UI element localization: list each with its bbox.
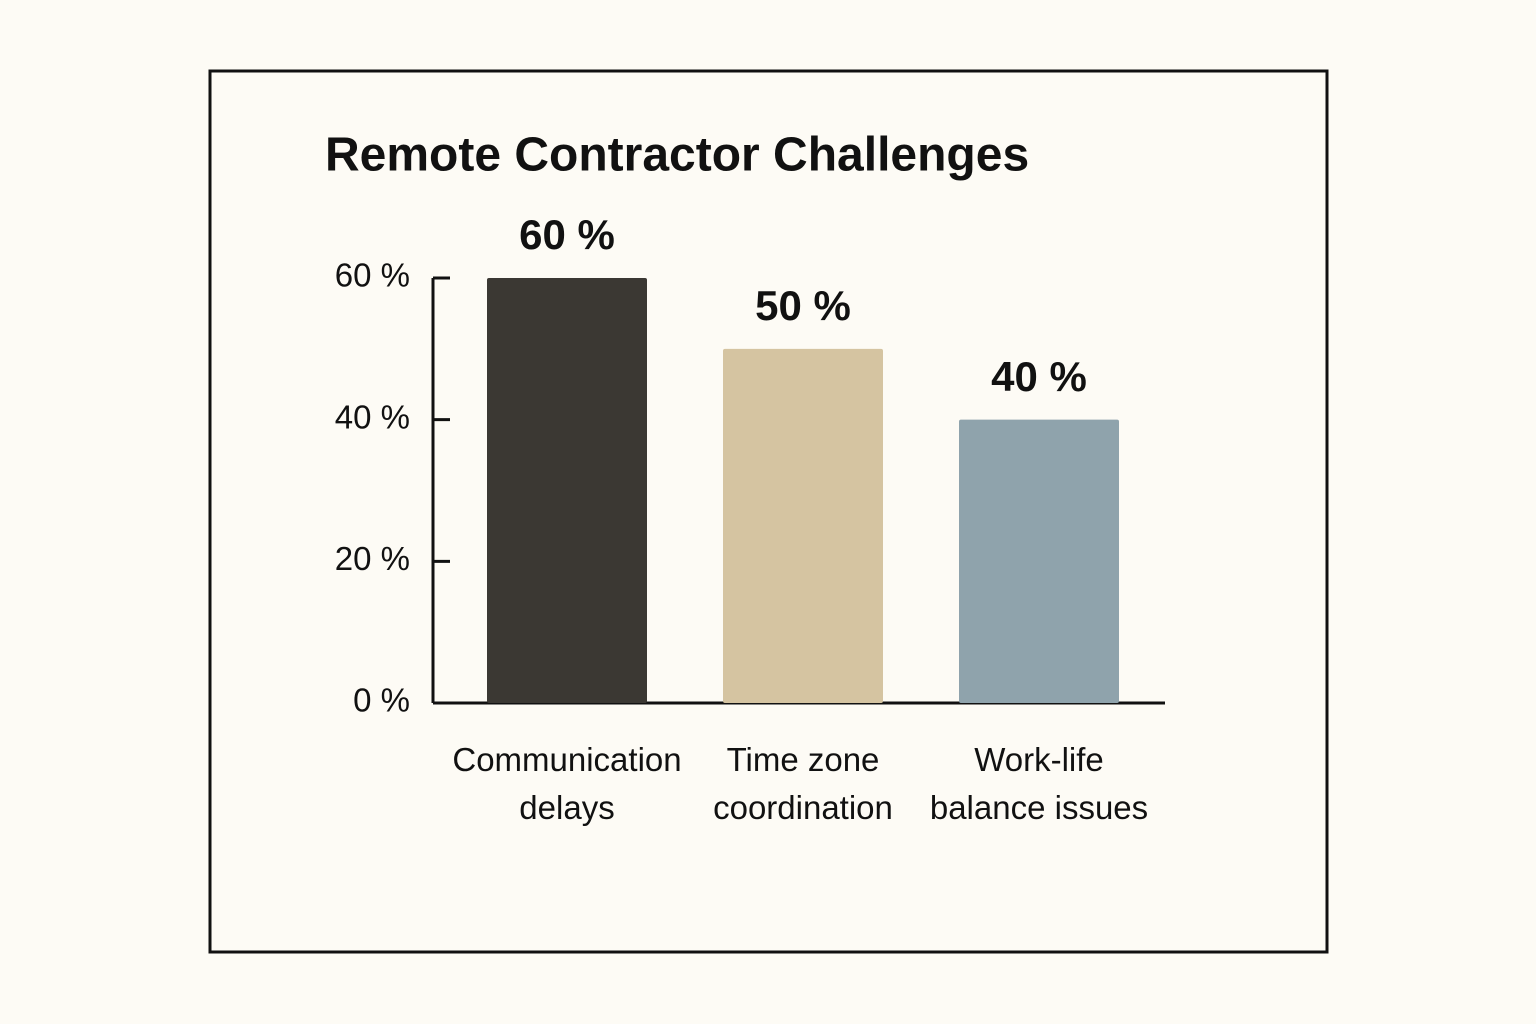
value-label: 40 % (991, 353, 1087, 400)
y-tick-label: 0 % (353, 682, 410, 719)
y-tick-label: 20 % (335, 540, 410, 577)
bar (487, 278, 647, 703)
bar (959, 419, 1119, 703)
y-tick-label: 60 % (335, 257, 410, 294)
x-tick-label: Time zone coordination (713, 741, 893, 826)
x-tick-label: Work-life balance issues (929, 741, 1149, 826)
value-label: 50 % (755, 282, 851, 329)
x-tick-label: Communication delays (452, 741, 682, 826)
y-tick-label: 40 % (335, 398, 410, 435)
value-label: 60 % (519, 211, 615, 258)
frame (208, 69, 1329, 954)
chart-title: Remote Contractor Challenges (325, 129, 1029, 182)
bar (723, 348, 883, 703)
